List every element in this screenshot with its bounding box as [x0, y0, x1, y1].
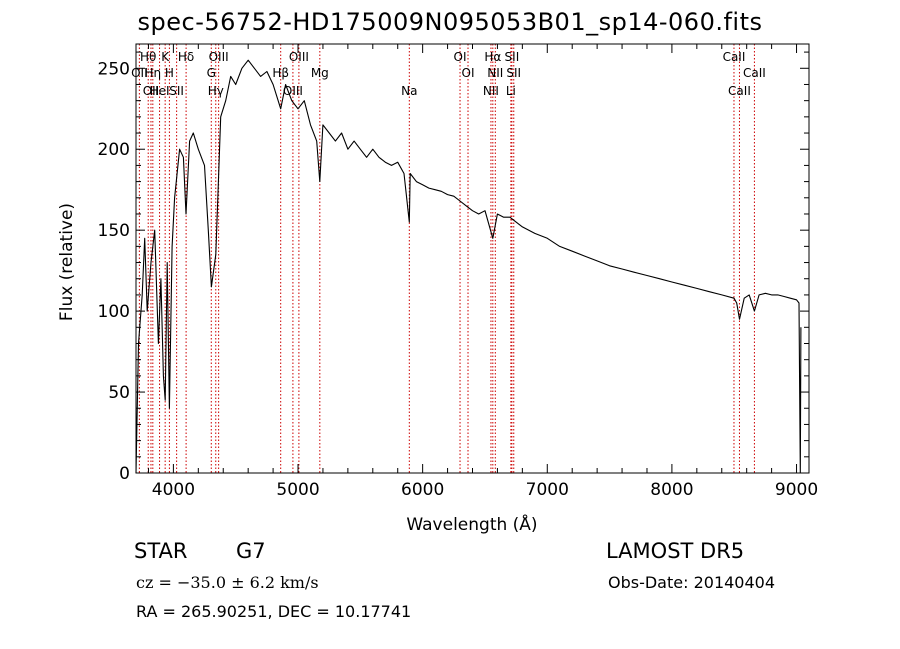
spectral-line-label: OI: [454, 50, 467, 64]
observation-date: Obs-Date: 20140404: [608, 573, 776, 592]
x-tick-label: 8000: [650, 480, 693, 500]
coordinates: RA = 265.90251, DEC = 10.17741: [136, 602, 412, 621]
x-tick-label: 7000: [526, 480, 569, 500]
y-tick-label: 0: [119, 464, 130, 484]
spectral-line-label: Mg: [311, 66, 329, 80]
plot-axes: [135, 43, 810, 474]
y-tick-label: 200: [98, 140, 130, 160]
spectral-line-label: Hθ: [140, 50, 156, 64]
spectral-line-label: SII: [169, 84, 184, 98]
spectral-line-label: SII: [506, 66, 521, 80]
x-tick-label: 9000: [775, 480, 818, 500]
spectrum-line: [135, 59, 802, 474]
chart-title: spec-56752-HD175009N095053B01_sp14-060.f…: [137, 8, 763, 36]
spectral-line-label: HeI: [150, 84, 170, 98]
spectral-line-label: CaII: [728, 84, 751, 98]
y-tick-label: 50: [108, 383, 130, 403]
y-tick-label: 250: [98, 59, 130, 79]
object-subclass: G7: [236, 539, 266, 563]
spectral-line-label: Hα: [484, 50, 501, 64]
x-tick-label: 5000: [276, 480, 319, 500]
spectral-line-label: CaII: [723, 50, 746, 64]
x-axis-label: Wavelength (Å): [406, 513, 537, 535]
spectral-line-label: H: [165, 66, 174, 80]
spectral-line-label: Hη: [145, 66, 162, 80]
spectral-line-label: OIII: [209, 50, 229, 64]
tick-labels: 4000 5000 6000 7000 8000 9000 0 50 100 150 200 250: [98, 59, 819, 500]
y-axis-label: Flux (relative): [57, 203, 77, 321]
spectral-line-label: K: [161, 50, 170, 64]
x-tick-label: 6000: [401, 480, 444, 500]
y-tick-label: 100: [98, 302, 130, 322]
spectral-line-label: Na: [401, 84, 417, 98]
line-labels: OIIHθOIIHηHeIKHSIIHδGHγOIIIHβOIIIOIIIMgN…: [131, 50, 766, 98]
spectral-line-label: NII: [487, 66, 503, 80]
spectral-line-label: Hδ: [178, 50, 194, 64]
spectral-line-label: OI: [462, 66, 475, 80]
spectral-line-label: Li: [506, 84, 516, 98]
spectrum-series: [135, 59, 802, 474]
object-class: STAR: [134, 539, 188, 563]
spectral-line-label: OII: [131, 66, 148, 80]
spectral-line-label: Hβ: [272, 66, 289, 80]
spectral-line-label: SII: [505, 50, 520, 64]
x-tick-label: 4000: [152, 480, 195, 500]
y-tick-label: 150: [98, 221, 130, 241]
line-markers: [138, 44, 755, 473]
spectral-line-label: OII: [143, 84, 160, 98]
spectral-line-label: OIII: [283, 84, 303, 98]
plot-frame: [135, 43, 810, 474]
spectral-line-label: Hγ: [208, 84, 224, 98]
spectral-line-label: NII: [483, 84, 499, 98]
spectral-line-label: G: [207, 66, 216, 80]
redshift-velocity: cz = −35.0 ± 6.2 km/s: [136, 573, 319, 592]
spectral-line-label: CaII: [743, 66, 766, 80]
survey-name: LAMOST DR5: [606, 539, 745, 563]
spectral-line-label: OIII: [289, 50, 309, 64]
